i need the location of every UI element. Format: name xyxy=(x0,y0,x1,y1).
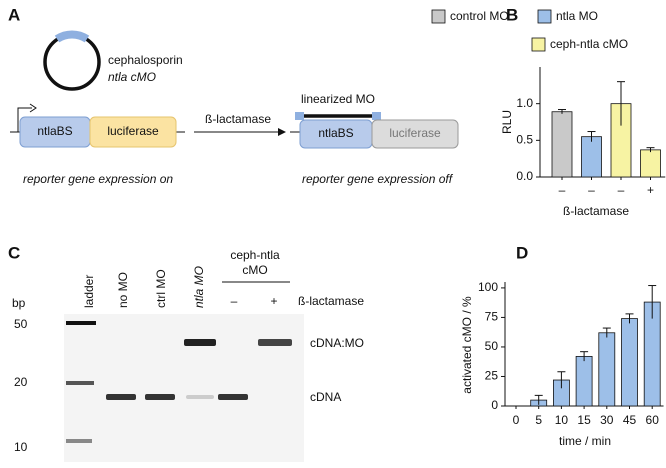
caption: reporter gene expression off xyxy=(302,172,454,186)
ladder-size: 10 xyxy=(14,440,28,454)
plasmid-label: cephalosporin xyxy=(108,53,183,67)
gene-box xyxy=(89,116,177,148)
size-unit: bp xyxy=(12,296,26,310)
legend-swatch xyxy=(537,9,552,24)
band xyxy=(218,394,248,400)
y-tick-label: 0 xyxy=(491,398,498,412)
band xyxy=(258,339,292,346)
promoter xyxy=(17,107,32,132)
bar xyxy=(575,355,593,407)
y-axis-title: RLU xyxy=(500,110,514,134)
gene-box xyxy=(371,119,459,149)
linearized-label: linearized MO xyxy=(301,92,375,106)
x-tick-label: 45 xyxy=(623,413,637,427)
treatment: – xyxy=(231,294,238,308)
x-tick-label: – xyxy=(618,183,625,197)
x-axis-title: time / min xyxy=(559,434,611,448)
treatment-label: ß-lactamase xyxy=(298,294,364,308)
panel-label: B xyxy=(506,5,518,24)
gene-label: luciferase xyxy=(389,126,441,140)
x-tick-label: 10 xyxy=(555,413,569,427)
lane-label: ctrl MO xyxy=(154,269,168,308)
ladder-size: 50 xyxy=(14,317,28,331)
y-tick-label: 1.0 xyxy=(516,96,533,110)
band xyxy=(66,439,92,443)
band xyxy=(66,381,94,385)
panel-label: D xyxy=(516,243,528,262)
bar xyxy=(551,111,573,178)
mo-end xyxy=(295,112,304,120)
promoter-arrow xyxy=(29,103,37,113)
gene-label: luciferase xyxy=(107,124,159,138)
x-axis-title: ß-lactamase xyxy=(563,204,629,218)
lane-label: no MO xyxy=(116,272,130,308)
group-label: ceph-ntla xyxy=(230,248,280,262)
arrow-head xyxy=(278,128,286,136)
legend-swatch xyxy=(431,9,446,24)
group-label: cMO xyxy=(242,263,267,277)
y-tick-label: 75 xyxy=(485,310,499,324)
legend-label: control MO xyxy=(450,9,509,23)
y-tick-label: 100 xyxy=(478,280,498,294)
plasmid-insert xyxy=(54,30,90,43)
x-tick-label: 15 xyxy=(577,413,591,427)
bar xyxy=(598,332,616,407)
plasmid-label: ntla cMO xyxy=(108,70,156,84)
legend-label: ntla MO xyxy=(556,9,598,23)
x-tick-label: – xyxy=(588,183,595,197)
enzyme-label: ß-lactamase xyxy=(205,112,271,126)
y-tick-label: 0.5 xyxy=(516,133,533,147)
legend-label: ceph-ntla cMO xyxy=(550,37,628,51)
x-tick-label: – xyxy=(559,183,566,197)
bar xyxy=(581,136,602,178)
gene-label: ntlaBS xyxy=(37,124,72,138)
band xyxy=(186,395,214,399)
bar xyxy=(640,149,661,178)
bar xyxy=(621,318,638,407)
x-tick-label: 5 xyxy=(535,413,542,427)
y-tick-label: 25 xyxy=(485,369,499,383)
ladder-size: 20 xyxy=(14,375,28,389)
gel xyxy=(64,314,304,462)
x-tick-label: 30 xyxy=(600,413,614,427)
treatment: + xyxy=(270,294,277,308)
y-tick-label: 50 xyxy=(485,339,499,353)
band xyxy=(106,394,136,400)
band xyxy=(184,339,216,346)
lane-label: ladder xyxy=(82,275,96,308)
x-tick-label: 60 xyxy=(646,413,660,427)
panel-label: C xyxy=(8,243,20,262)
band xyxy=(66,321,96,325)
lane-label: ntla MO xyxy=(192,266,206,308)
caption: reporter gene expression on xyxy=(23,172,173,186)
y-axis-title: activated cMO / % xyxy=(460,296,474,394)
plasmid xyxy=(43,33,101,91)
y-tick-label: 0.0 xyxy=(516,169,533,183)
legend-swatch xyxy=(531,37,546,52)
x-tick-label: + xyxy=(647,183,654,197)
band xyxy=(145,394,175,400)
x-tick-label: 0 xyxy=(513,413,520,427)
mo-end xyxy=(372,112,381,120)
gene-label: ntlaBS xyxy=(318,126,353,140)
panel-label: A xyxy=(8,5,20,24)
band-label: cDNA xyxy=(310,390,341,404)
band-label: cDNA:MO xyxy=(310,336,364,350)
